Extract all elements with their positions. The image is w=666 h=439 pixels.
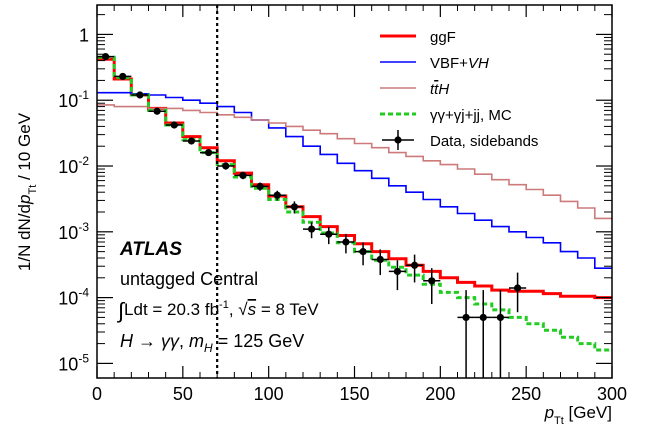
data-point (388, 260, 406, 291)
data-points-layer (97, 53, 527, 378)
data-point (148, 107, 166, 115)
legend-entry-data-sidebands: Data, sidebands (382, 130, 538, 150)
process-label: H → γγ, mH = 125 GeV (120, 331, 304, 355)
x-tick-label: 100 (254, 384, 284, 404)
series-tth (97, 104, 612, 220)
x-tick-label: 250 (511, 384, 541, 404)
data-point (217, 162, 235, 170)
data-point (491, 290, 509, 378)
data-point (303, 222, 321, 239)
x-tick-label: 200 (425, 384, 455, 404)
legend-label: ttH (430, 81, 449, 98)
legend: ggF VBF+VH ttH γγ+γj+jj, MC Data, sidebands (380, 29, 538, 150)
plot-background (97, 5, 612, 378)
data-point (165, 121, 183, 129)
data-point (509, 272, 527, 313)
legend-label: ggF (430, 29, 456, 46)
data-point (200, 148, 218, 157)
x-tick-label: 300 (597, 384, 627, 404)
legend-label: VBF+VH (430, 55, 489, 72)
data-point (320, 226, 338, 245)
data-point (97, 53, 115, 61)
x-tick-label: 50 (173, 384, 193, 404)
legend-entry-vbf-vh: VBF+VH (380, 55, 489, 72)
y-tick-label: 1 (79, 25, 89, 45)
y-tick-label: 10-3 (58, 220, 89, 243)
y-tick-label: 10-4 (58, 286, 89, 309)
y-axis-title: 1/N dN/dpTt / 10 GeV (15, 112, 39, 271)
x-tick-label: 0 (92, 384, 102, 404)
category-label: untagged Central (120, 269, 258, 289)
series-vbf-vh (97, 91, 612, 269)
data-point (371, 249, 389, 276)
data-point (337, 233, 355, 254)
data-point (268, 190, 286, 201)
x-axis-title: pTt [GeV] (544, 403, 612, 427)
data-point (285, 201, 303, 214)
data-point (406, 254, 424, 283)
data-point (114, 72, 132, 81)
data-point (457, 290, 475, 378)
data-point (251, 182, 269, 191)
data-point (131, 91, 149, 99)
legend-entry-j-jj-mc: γγ+γj+jj, MC (380, 107, 512, 124)
series-j-jj-mc (97, 55, 612, 352)
y-tick-label: 10-2 (58, 154, 89, 177)
axis-ticks: 0 50 100 150 200 250 300 10-5 10-4 10-3 10-2 10-1 1 (58, 5, 627, 404)
data-point (354, 242, 372, 266)
data-point (182, 137, 200, 145)
lumi-label: ∫Ldt = 20.3 fb-1, √s = 8 TeV (116, 298, 319, 323)
legend-entry-ggf: ggF (380, 29, 456, 46)
y-tick-label: 10-1 (58, 88, 89, 111)
legend-label: γγ+γj+jj, MC (430, 107, 512, 124)
data-point (423, 268, 441, 304)
x-tick-label: 150 (339, 384, 369, 404)
experiment-label: ATLAS (119, 239, 182, 260)
data-point (234, 171, 252, 180)
legend-entry-tth: ttH (380, 81, 449, 98)
legend-label: Data, sidebands (430, 133, 538, 150)
data-point (474, 290, 492, 378)
y-tick-label: 10-5 (58, 351, 89, 374)
